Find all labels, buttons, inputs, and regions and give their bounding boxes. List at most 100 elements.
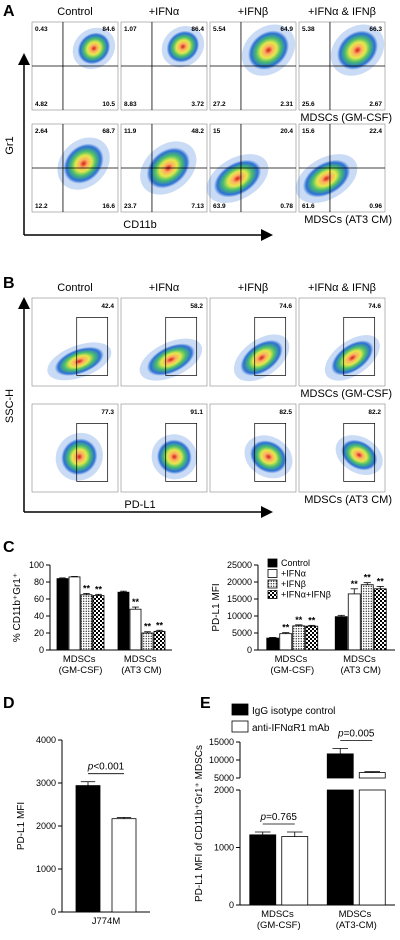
y-tick-label: 0: [229, 900, 234, 910]
quadrant-percent: 0.78: [280, 203, 293, 210]
y-tick-label: 1000: [36, 864, 56, 874]
panel-label: C: [3, 539, 15, 556]
flow-plot: 5.38 66.3 25.6 2.67: [298, 21, 386, 111]
flow-plot: 74.6: [298, 297, 386, 387]
gate: [254, 317, 287, 376]
y-tick-label: 5000: [232, 628, 252, 638]
flow-plot: 15 20.4 63.9 0.78: [206, 123, 297, 213]
y-tick-label: 15000: [209, 737, 234, 747]
quadrant-percent: 0.43: [35, 26, 48, 33]
quadrant-percent: 5.38: [302, 26, 315, 33]
gate-percent: 82.5: [279, 409, 292, 416]
y-tick-label: 100: [29, 560, 44, 570]
gate: [76, 317, 109, 376]
bar: [56, 578, 69, 651]
density-core: [61, 438, 98, 476]
quadrant-percent: 15: [213, 128, 221, 135]
gate: [254, 423, 287, 482]
y-axis-label: % CD11b⁺Gr1⁺: [12, 573, 23, 642]
legend-label: +IFNβ: [281, 579, 306, 589]
x-tick-label: MDSCs (GM-CSF): [270, 654, 314, 676]
significance: **: [95, 584, 103, 594]
x-tick-label: MDSCs (AT3 CM): [121, 654, 161, 676]
density-core: [247, 30, 290, 70]
quadrant-percent: 12.2: [35, 203, 48, 210]
gate: [343, 423, 376, 482]
y-tick-label: 10000: [209, 755, 234, 765]
y-tick-label: 0: [247, 645, 252, 655]
y-tick-label: 10000: [227, 611, 252, 621]
significance: **: [295, 615, 303, 625]
quadrant-percent: 3.72: [191, 101, 204, 108]
column-header: +IFNα: [149, 282, 180, 294]
panel-label: E: [200, 695, 211, 712]
y-tick-label: 60: [34, 594, 44, 604]
row-label: MDSCs (AT3 CM): [304, 214, 392, 226]
significance: **: [132, 597, 140, 607]
panel-label: A: [3, 3, 15, 20]
row-label: MDSCs (GM-CSF): [300, 112, 392, 124]
x-tick-label: MDSCs (GM-CSF): [59, 654, 103, 676]
quadrant-percent: 86.4: [191, 26, 204, 33]
legend-label: +IFNα+IFNβ: [281, 590, 331, 600]
bar: [360, 584, 374, 651]
significance: **: [308, 615, 316, 625]
gate-percent: 58.2: [190, 303, 203, 310]
quadrant-percent: 2.67: [369, 101, 382, 108]
column-header: +IFNβ: [238, 6, 268, 18]
quadrant-percent: 10.5: [102, 101, 115, 108]
significance: **: [377, 576, 385, 586]
flow-plot: 77.3: [31, 403, 119, 493]
gate-percent: 74.6: [279, 303, 292, 310]
bar: [111, 818, 137, 913]
flow-plot: 0.43 84.6 4.82 10.5: [31, 21, 119, 111]
legend-swatch: [267, 569, 278, 578]
legend-label: +IFNα: [281, 569, 306, 579]
quadrant-percent: 8.83: [124, 101, 137, 108]
y-axis-label: SSC-H: [4, 389, 16, 423]
gate-percent: 42.4: [101, 303, 114, 310]
column-header: +IFNα & IFNβ: [308, 282, 376, 294]
density-core: [250, 440, 287, 474]
x-axis-label: CD11b: [123, 219, 156, 231]
significance: **: [144, 622, 152, 632]
gate-percent: 74.6: [368, 303, 381, 310]
flow-plot: 15.6 22.4 61.6 0.96: [295, 123, 386, 213]
quadrant-percent: 22.4: [369, 128, 382, 135]
quadrant-percent: 7.13: [191, 203, 204, 210]
legend-swatch: [231, 703, 249, 716]
quadrant-percent: 61.6: [302, 203, 315, 210]
bar: [68, 576, 81, 651]
x-tick-label: J774M: [92, 916, 121, 927]
column-header: +IFNβ: [238, 282, 268, 294]
y-tick-label: 20: [34, 628, 44, 638]
density-core: [302, 159, 351, 198]
bar: [326, 753, 354, 779]
quadrant-percent: 84.6: [102, 26, 115, 33]
quadrant-percent: 48.2: [191, 128, 204, 135]
density-core: [77, 32, 111, 65]
quadrant-percent: 16.6: [102, 203, 115, 210]
x-tick-label: MDSCs (AT3 CM): [341, 654, 381, 676]
quadrant-percent: 0.96: [369, 203, 382, 210]
legend-label: anti-IFNαR1 mAb: [252, 723, 330, 734]
quadrant-percent: 25.6: [302, 101, 315, 108]
flow-plot: 74.6: [209, 297, 297, 387]
x-axis-label: PD-L1: [124, 499, 155, 511]
density-core: [213, 159, 262, 198]
y-tick-label: 25000: [227, 560, 252, 570]
quadrant-percent: 66.3: [369, 26, 382, 33]
column-header: +IFNα & IFNβ: [308, 6, 376, 18]
bar: [153, 630, 166, 651]
bar: [141, 632, 154, 651]
p-value: p=0.005: [337, 728, 375, 739]
bar: [279, 633, 293, 651]
quadrant-percent: 5.54: [213, 26, 226, 33]
gate-percent: 77.3: [101, 409, 114, 416]
y-tick-label: 2000: [214, 785, 234, 795]
gate: [165, 317, 198, 376]
density-core: [63, 143, 104, 184]
bar: [358, 789, 386, 906]
density-core: [341, 439, 378, 471]
flow-plot: 5.54 64.9 27.2 2.31: [209, 21, 297, 111]
